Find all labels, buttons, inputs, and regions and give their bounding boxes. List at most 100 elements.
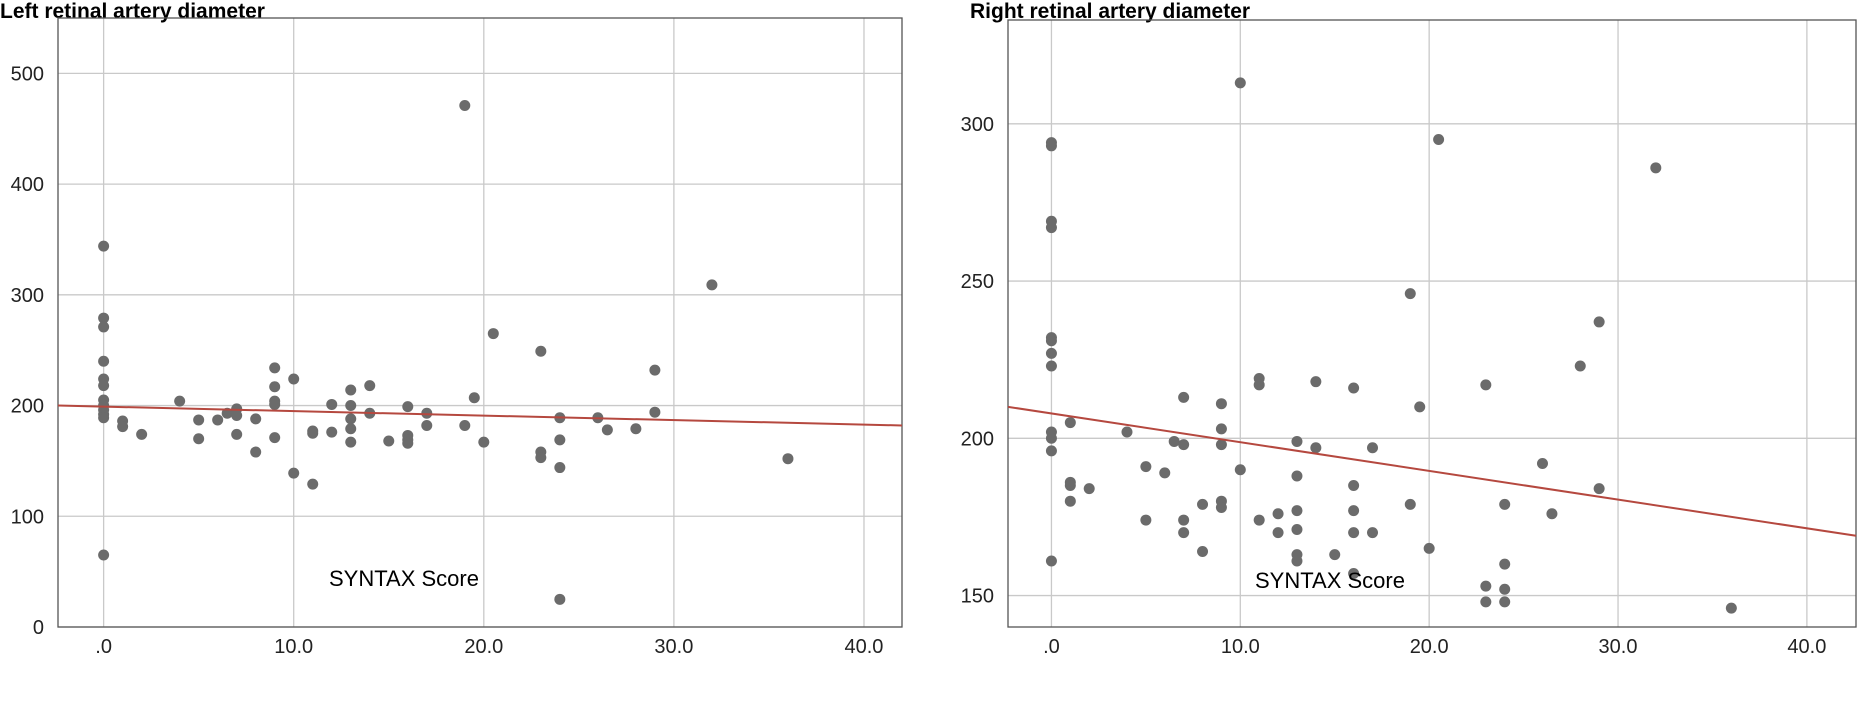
x-tick-label: 20.0 [1410, 636, 1449, 658]
data-point [98, 412, 110, 424]
data-point [1480, 596, 1492, 608]
data-point [1291, 505, 1303, 517]
data-point [1404, 288, 1416, 300]
data-point [1253, 514, 1265, 526]
data-point [1064, 495, 1076, 507]
y-tick-label: 200 [11, 396, 44, 418]
data-point [326, 398, 338, 410]
data-point [193, 433, 205, 445]
data-point [1499, 558, 1511, 570]
data-point [1045, 222, 1057, 234]
data-point [1574, 360, 1586, 372]
data-point [1215, 501, 1227, 513]
gridlines [1008, 20, 1856, 627]
data-points [1045, 77, 1737, 614]
y-tick-label: 400 [11, 174, 44, 196]
data-point [288, 373, 300, 385]
data-point [250, 413, 262, 425]
chart-title: Right retinal artery diameter [970, 0, 1251, 23]
data-point [1140, 514, 1152, 526]
data-point [1215, 439, 1227, 451]
y-tick-label: 300 [961, 114, 994, 136]
data-point [98, 355, 110, 367]
data-point [1045, 347, 1057, 359]
data-point [193, 414, 205, 426]
data-point [1593, 483, 1605, 495]
data-point [1064, 417, 1076, 429]
data-point [250, 446, 262, 458]
data-point [1045, 432, 1057, 444]
data-point [630, 423, 642, 435]
data-point [345, 413, 357, 425]
x-axis-label: SYNTAX Score [1255, 568, 1405, 593]
data-point [326, 426, 338, 438]
data-point [1253, 379, 1265, 391]
data-point [1045, 445, 1057, 457]
data-point [459, 419, 471, 431]
data-point [649, 364, 661, 376]
fit-line [1007, 405, 1857, 537]
x-tick-label: 30.0 [654, 636, 693, 658]
data-point [1178, 514, 1190, 526]
data-point [1291, 435, 1303, 447]
data-point [1499, 596, 1511, 608]
data-point [1159, 467, 1171, 479]
y-tick-label: 150 [961, 586, 994, 608]
data-point [1348, 479, 1360, 491]
data-point [98, 549, 110, 561]
data-point [1367, 442, 1379, 454]
data-point [1272, 508, 1284, 520]
data-point [402, 437, 414, 449]
data-point [459, 99, 471, 111]
data-point [1045, 140, 1057, 152]
data-point [1329, 549, 1341, 561]
data-point [1348, 527, 1360, 539]
data-point [601, 424, 613, 436]
right-scatter-plot: .0 10.0 20.0 30.0 40.0 150 200 250 300 [961, 19, 1857, 658]
data-point [1310, 376, 1322, 388]
data-point [1367, 527, 1379, 539]
data-point [421, 419, 433, 431]
y-tick-label: 300 [11, 285, 44, 307]
data-point [1140, 461, 1152, 473]
data-point [1234, 464, 1246, 476]
data-point [345, 400, 357, 412]
data-point [1725, 602, 1737, 614]
data-point [1168, 435, 1180, 447]
left-scatter-plot: .0 10.0 20.0 30.0 40.0 0 100 200 300 400 500 [11, 17, 903, 658]
data-point [1480, 580, 1492, 592]
data-point [1348, 505, 1360, 517]
data-point [231, 410, 243, 422]
data-point [1404, 498, 1416, 510]
data-point [364, 380, 376, 392]
x-axis-label: SYNTAX Score [329, 566, 479, 591]
data-point [269, 362, 281, 374]
data-point [554, 434, 566, 446]
x-tick-label: .0 [95, 636, 112, 658]
data-point [1234, 77, 1246, 89]
data-point [1045, 360, 1057, 372]
data-point [1215, 398, 1227, 410]
data-point [269, 432, 281, 444]
data-point [1064, 479, 1076, 491]
data-point [307, 427, 319, 439]
data-point [345, 436, 357, 448]
data-point [269, 381, 281, 393]
data-point [1178, 527, 1190, 539]
data-point [98, 240, 110, 252]
x-tick-label: 40.0 [845, 636, 884, 658]
data-point [1348, 568, 1360, 580]
x-tick-label: 10.0 [1221, 636, 1260, 658]
chart-title: Left retinal artery diameter [0, 0, 265, 23]
data-point [1480, 379, 1492, 391]
data-point [1178, 391, 1190, 403]
left-chart-panel: Left retinal artery diameter .0 10.0 20.0 3… [0, 0, 903, 658]
data-point [402, 401, 414, 413]
data-point [288, 467, 300, 479]
plot-frame [57, 17, 903, 628]
y-tick-label: 500 [11, 63, 44, 85]
data-point [1433, 134, 1445, 146]
data-point [706, 279, 718, 291]
data-point [1045, 335, 1057, 347]
data-point [136, 428, 148, 440]
